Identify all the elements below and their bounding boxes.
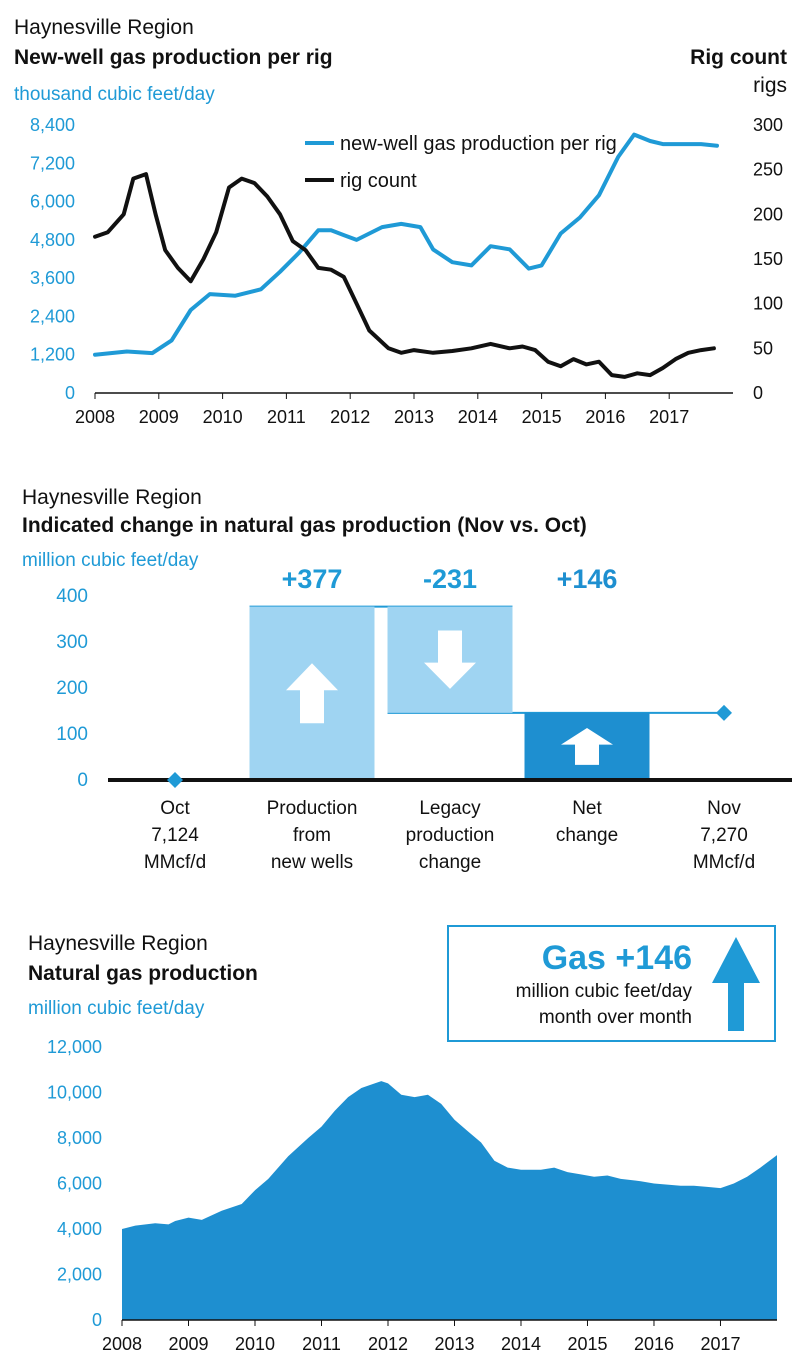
chart3-x-tick-label: 2017: [700, 1334, 740, 1354]
panel3-region: Haynesville Region: [28, 932, 208, 955]
panel1-title: New-well gas production per rig: [14, 46, 333, 69]
legend-label: new-well gas production per rig: [340, 133, 617, 155]
series-rig-count-line: [93, 172, 716, 379]
chart3-x-tick-label: 2010: [235, 1334, 275, 1354]
chart1-x-tick-label: 2012: [330, 407, 370, 427]
category-label: Production from new wells: [267, 798, 358, 873]
chart1-x-tick-label: 2010: [203, 407, 243, 427]
legend-label: rig count: [340, 170, 417, 192]
chart3-x-tick-label: 2012: [368, 1334, 408, 1354]
chart3-x-tick-label: 2008: [102, 1334, 142, 1354]
chart1-right-tick-label: 250: [753, 160, 783, 180]
chart3-y-tick-label: 10,000: [47, 1083, 102, 1103]
panel1-right-unit: rigs: [753, 74, 787, 97]
panel2-title: Indicated change in natural gas producti…: [22, 514, 587, 537]
panel1-left-unit: thousand cubic feet/day: [14, 84, 215, 105]
series-new-well-production-line: [93, 132, 719, 357]
callout-headline: Gas +146: [541, 939, 692, 977]
chart3-x-tick-label: 2009: [168, 1334, 208, 1354]
panel1-region: Haynesville Region: [14, 16, 194, 39]
chart1-right-tick-label: 300: [753, 115, 783, 135]
chart-indicated-change: 0 100 200 300 400 +377 -231 +146 Oct 7,124 MMcf/d P…: [56, 564, 792, 873]
chart1-x-tick-label: 2014: [458, 407, 498, 427]
category-label: Oct 7,124 MMcf/d: [144, 798, 206, 873]
chart1-right-tick-label: 50: [753, 338, 773, 358]
chart1-x-tick-label: 2017: [649, 407, 689, 427]
callout-line2: month over month: [538, 1007, 692, 1028]
chart1-x-tick-label: 2016: [585, 407, 625, 427]
chart1-left-tick-label: 7,200: [30, 153, 75, 173]
chart3-y-tick-label: 12,000: [47, 1037, 102, 1057]
chart1-x-tick-label: 2013: [394, 407, 434, 427]
chart3-x-tick-label: 2013: [434, 1334, 474, 1354]
chart1-left-tick-label: 0: [65, 383, 75, 403]
up-arrow-icon: [561, 727, 613, 765]
gas-production-area: [122, 1081, 777, 1320]
category-label: Net change: [556, 798, 618, 846]
panel-indicated-change: Haynesville Region Indicated change in n…: [0, 480, 800, 880]
chart1-x-tick-label: 2015: [522, 407, 562, 427]
chart3-x-tick-label: 2014: [501, 1334, 541, 1354]
chart-natural-gas-production: 0 2,000 4,000 6,000 8,000 10,000 12,000 2008 200…: [47, 1037, 777, 1354]
chart3-x-tick-label: 2016: [634, 1334, 674, 1354]
chart3-y-tick-label: 2,000: [57, 1265, 102, 1285]
chart2-y-tick-label: 0: [77, 770, 88, 791]
chart1-left-tick-label: 6,000: [30, 192, 75, 212]
chart3-y-tick-label: 4,000: [57, 1219, 102, 1239]
chart1-left-tick-label: 8,400: [30, 115, 75, 135]
bar-value-label: -231: [423, 564, 477, 594]
chart3-x-tick-label: 2011: [302, 1334, 341, 1354]
chart2-y-tick-label: 400: [56, 586, 88, 607]
panel3-unit: million cubic feet/day: [28, 998, 205, 1019]
panel2-unit: million cubic feet/day: [22, 550, 199, 571]
chart1-right-tick-label: 0: [753, 383, 763, 403]
chart3-y-tick-label: 0: [92, 1310, 102, 1330]
diamond-marker: [716, 704, 732, 721]
chart2-y-tick-label: 300: [56, 632, 88, 653]
chart1-x-tick-label: 2008: [75, 407, 115, 427]
up-arrow-icon: [286, 663, 338, 724]
chart1-x-tick-label: 2009: [139, 407, 179, 427]
chart2-y-tick-label: 100: [56, 724, 88, 745]
chart1-x-tick-label: 2011: [267, 407, 306, 427]
up-arrow-icon: [712, 937, 760, 1031]
chart1-right-tick-label: 150: [753, 249, 783, 269]
chart2-y-tick-label: 200: [56, 678, 88, 699]
panel2-region: Haynesville Region: [22, 486, 202, 509]
bar-value-label: +377: [282, 564, 343, 594]
down-arrow-icon: [424, 630, 476, 689]
category-label: Legacy production change: [406, 798, 495, 873]
panel-natural-gas-production: Haynesville Region Natural gas productio…: [0, 920, 800, 1371]
callout-line1: million cubic feet/day: [515, 981, 692, 1002]
chart1-left-tick-label: 2,400: [30, 306, 75, 326]
chart1-right-tick-label: 200: [753, 204, 783, 224]
chart3-y-tick-label: 8,000: [57, 1128, 102, 1148]
chart1-left-tick-label: 1,200: [30, 345, 75, 365]
panel-new-well-production: Haynesville Region New-well gas producti…: [0, 0, 800, 440]
chart1-left-tick-label: 3,600: [30, 268, 75, 288]
chart1-left-tick-label: 4,800: [30, 230, 75, 250]
diamond-marker: [167, 772, 183, 788]
chart1-right-tick-label: 100: [753, 294, 783, 314]
category-label: Nov 7,270 MMcf/d: [693, 798, 755, 873]
chart3-x-tick-label: 2015: [567, 1334, 607, 1354]
chart3-y-tick-label: 6,000: [57, 1174, 102, 1194]
panel3-title: Natural gas production: [28, 962, 258, 985]
chart-new-well-production: 2008 2009 2010 2011 2012 2013 2014 2015 2016 2017…: [30, 115, 783, 427]
gas-change-callout: Gas +146 million cubic feet/day month ov…: [447, 925, 776, 1042]
bar-value-label: +146: [557, 564, 618, 594]
panel1-right-title: Rig count: [690, 46, 787, 69]
